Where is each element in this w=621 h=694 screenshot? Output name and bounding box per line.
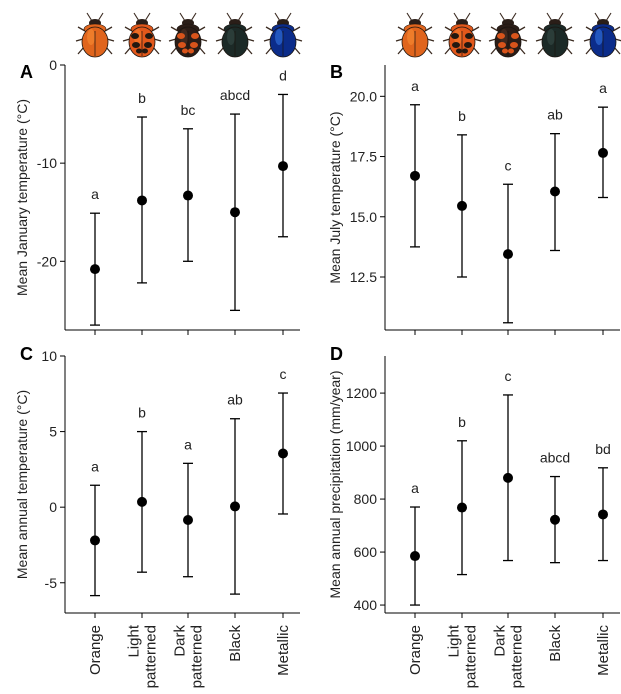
y-axis-label: Mean July temperature (°C): [327, 111, 343, 283]
significance-letter: ab: [547, 107, 563, 123]
metallic-beetle-icon: [583, 12, 621, 58]
panel-letter: D: [330, 344, 343, 364]
panel-letter: C: [20, 344, 33, 364]
beetle-icon-row: [395, 12, 621, 58]
mean-point: [503, 472, 513, 483]
y-tick-label: 0: [49, 499, 57, 515]
significance-letter: a: [599, 80, 607, 96]
mean-point: [598, 147, 608, 158]
mean-point: [410, 170, 420, 181]
y-tick-label: -10: [37, 155, 57, 171]
y-tick-label: 600: [354, 544, 378, 560]
y-axis-label: Mean January temperature (°C): [14, 99, 30, 296]
x-category-label: patterned: [463, 625, 480, 688]
mean-point: [183, 190, 193, 201]
mean-point: [550, 514, 560, 525]
x-category-label: Light: [446, 624, 463, 657]
orange-beetle-icon: [395, 12, 435, 58]
significance-letter: b: [458, 414, 466, 430]
x-category-label: Orange: [407, 625, 424, 675]
significance-letter: b: [138, 405, 146, 421]
y-tick-label: 10: [41, 348, 57, 364]
significance-letter: b: [138, 90, 146, 106]
panel-a: -20 -10 0 Mean January temperature (°C) Aa b b…: [14, 12, 303, 335]
x-category-labels: Orange Light patterned Dark patterned Black Me…: [407, 624, 612, 688]
panel-letter: B: [330, 62, 343, 82]
metallic-beetle-icon: [263, 12, 303, 58]
significance-letter: a: [184, 436, 192, 452]
dark-patterned-beetle-icon: [488, 12, 528, 58]
orange-beetle-icon: [75, 12, 115, 58]
y-axis-label: Mean annual temperature (°C): [14, 390, 30, 579]
mean-point: [457, 200, 467, 211]
mean-point: [410, 551, 420, 562]
light-patterned-beetle-icon: [442, 12, 482, 58]
x-category-label: patterned: [509, 625, 526, 688]
x-category-label: Metallic: [275, 625, 292, 676]
significance-letter: abcd: [220, 87, 250, 103]
mean-point: [183, 515, 193, 526]
significance-letter: bc: [181, 102, 196, 118]
significance-letter: ab: [227, 392, 243, 408]
mean-point: [278, 161, 288, 172]
mean-point: [503, 249, 513, 260]
x-category-label: Light: [126, 624, 143, 657]
y-tick-label: 0: [49, 57, 57, 73]
x-category-label: patterned: [189, 625, 206, 688]
mean-point: [457, 502, 467, 513]
black-beetle-icon: [535, 12, 575, 58]
y-tick-label: 20.0: [350, 88, 377, 104]
x-category-label: Dark: [172, 625, 189, 657]
x-category-label: Black: [227, 625, 244, 662]
y-axis-label: Mean annual precipitation (mm/year): [327, 371, 343, 599]
mean-point: [550, 186, 560, 197]
y-tick-label: 1000: [346, 438, 377, 454]
significance-letter: a: [91, 186, 99, 202]
mean-point: [278, 448, 288, 459]
x-category-labels: Orange Light patterned Dark patterned Black Me…: [87, 624, 292, 688]
y-tick-label: 15.0: [350, 209, 377, 225]
mean-point: [90, 264, 100, 275]
x-category-label: Black: [547, 625, 564, 662]
x-category-label: patterned: [143, 625, 160, 688]
y-tick-label: 5: [49, 424, 57, 440]
y-tick-label: 1200: [346, 385, 377, 401]
y-tick-label: 400: [354, 597, 378, 613]
y-tick-label: 800: [354, 491, 378, 507]
y-tick-label: 17.5: [350, 149, 377, 165]
significance-letter: c: [505, 157, 512, 173]
panel-b: 12.5 15.0 17.5 20.0 Mean July temperature (°…: [327, 12, 621, 335]
light-patterned-beetle-icon: [122, 12, 162, 58]
mean-point: [598, 509, 608, 520]
mean-point: [137, 496, 147, 507]
x-category-label: Dark: [492, 625, 509, 657]
significance-letter: c: [280, 366, 287, 382]
y-tick-label: -5: [45, 575, 58, 591]
x-category-label: Metallic: [595, 625, 612, 676]
mean-point: [90, 535, 100, 546]
significance-letter: a: [411, 78, 419, 94]
mean-point: [230, 207, 240, 218]
significance-letter: a: [91, 458, 99, 474]
significance-letter: abcd: [540, 450, 570, 466]
y-tick-label: -20: [37, 253, 57, 269]
beetle-icon-row: [75, 12, 303, 58]
significance-letter: d: [279, 67, 287, 83]
significance-letter: bd: [595, 441, 611, 457]
significance-letter: b: [458, 108, 466, 124]
mean-point: [137, 195, 147, 206]
mean-point: [230, 501, 240, 512]
x-category-label: Orange: [87, 625, 104, 675]
significance-letter: c: [505, 368, 512, 384]
panel-letter: A: [20, 62, 33, 82]
y-tick-label: 12.5: [350, 269, 377, 285]
significance-letter: a: [411, 480, 419, 496]
black-beetle-icon: [215, 12, 255, 58]
dark-patterned-beetle-icon: [168, 12, 208, 58]
